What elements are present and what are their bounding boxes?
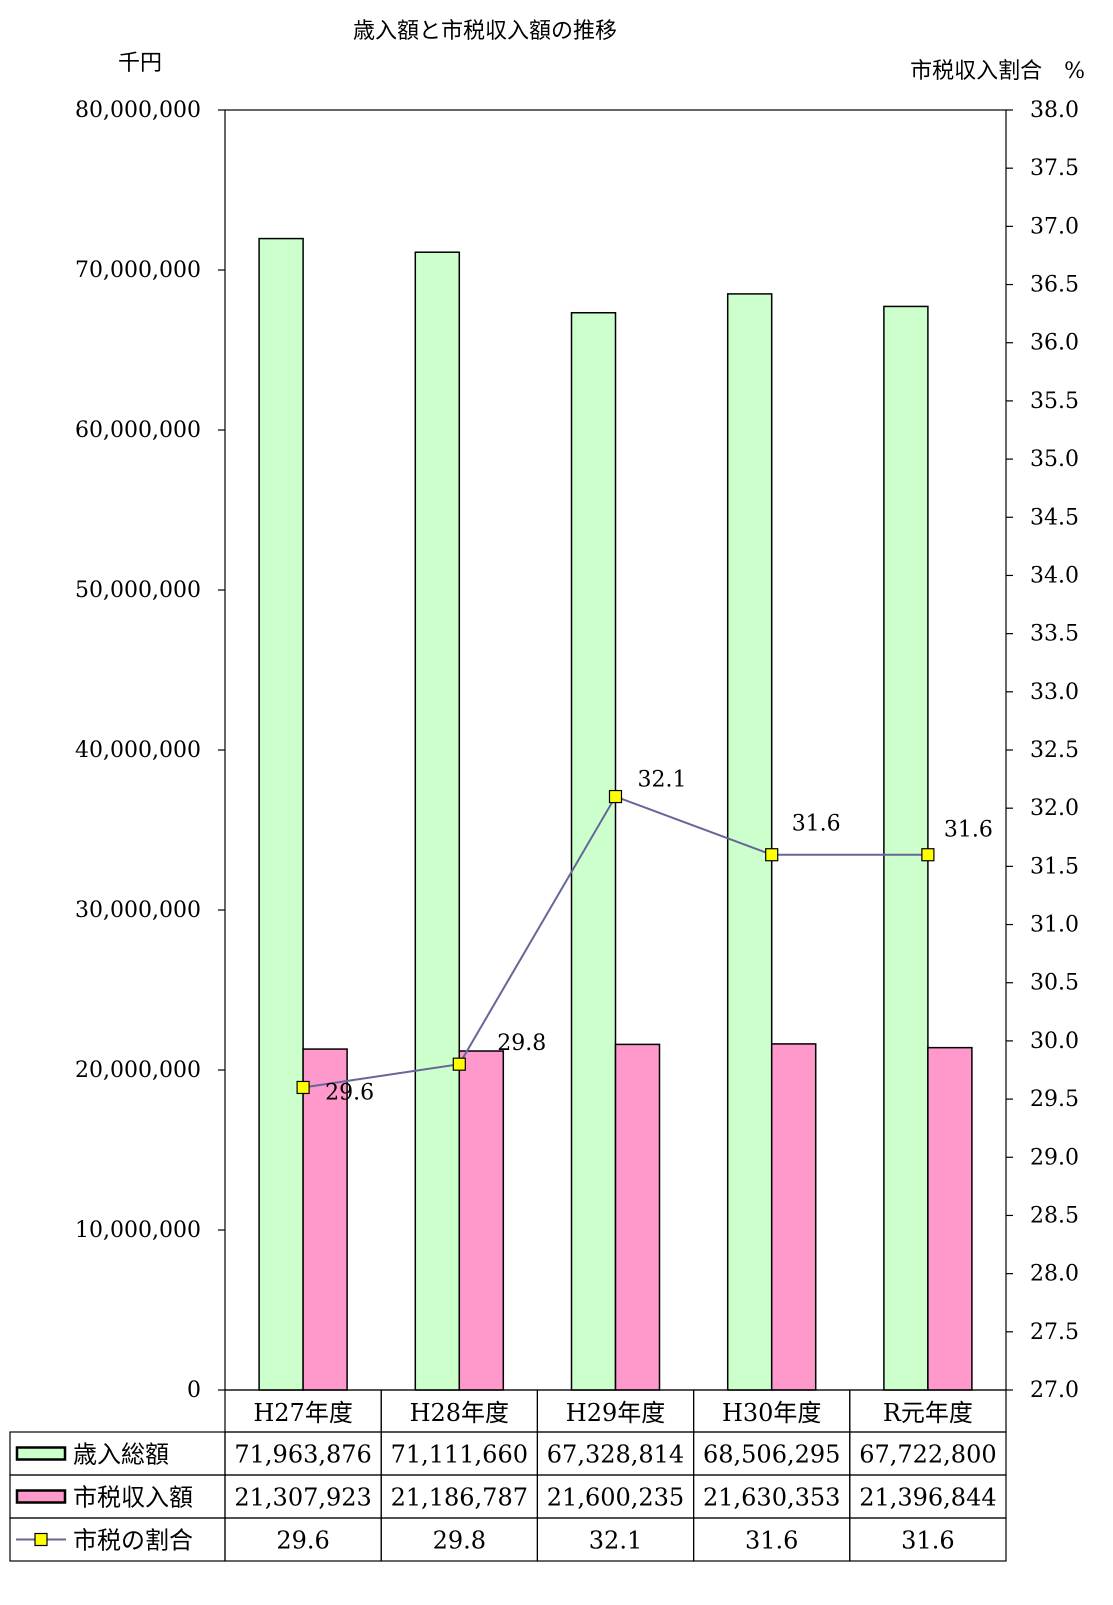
- ratio-marker-3: [765, 848, 779, 862]
- legend-key-tax: [15, 1489, 67, 1504]
- right-tick-label: 35.0: [1030, 447, 1079, 472]
- right-tick-label: 30.5: [1030, 971, 1079, 996]
- right-axis-label: 市税収入割合 %: [910, 59, 1085, 84]
- right-tick-label: 37.5: [1030, 156, 1079, 181]
- table-value: 21,630,353: [703, 1484, 840, 1512]
- right-tick-label: 33.0: [1030, 680, 1079, 705]
- right-tick-label: 32.0: [1030, 796, 1079, 821]
- bar-revenue-2: [570, 311, 617, 1391]
- left-tick-label: 50,000,000: [75, 578, 201, 603]
- legend-series-name: 歳入総額: [73, 1441, 169, 1469]
- right-tick-label: 29.5: [1030, 1087, 1079, 1112]
- ratio-data-label: 31.6: [944, 818, 993, 843]
- chart-title: 歳入額と市税収入額の推移: [353, 19, 617, 44]
- bar-revenue-4: [883, 305, 929, 1391]
- ratio-data-label: 31.6: [792, 812, 841, 837]
- table-value: 21,396,844: [859, 1484, 996, 1512]
- ratio-marker-2: [608, 789, 623, 804]
- left-tick-label: 80,000,000: [75, 98, 201, 123]
- legend-series-name: 市税の割合: [73, 1527, 193, 1555]
- table-value: 71,963,876: [234, 1441, 371, 1469]
- right-tick-label: 37.0: [1030, 214, 1079, 239]
- right-tick-label: 31.5: [1030, 854, 1079, 879]
- bar-tax-0: [302, 1048, 348, 1391]
- left-tick-label: 30,000,000: [75, 898, 201, 923]
- ratio-data-label: 29.6: [325, 1080, 374, 1105]
- right-tick-label: 33.5: [1030, 622, 1079, 647]
- table-value: 68,506,295: [703, 1441, 840, 1469]
- table-value: 67,328,814: [547, 1441, 684, 1469]
- category-label: H27年度: [253, 1399, 352, 1427]
- bar-revenue-1: [414, 251, 461, 1391]
- right-tick-label: 34.5: [1030, 505, 1079, 530]
- table-value: 71,111,660: [391, 1441, 528, 1469]
- legend-key-marker: [34, 1532, 48, 1547]
- table-value: 32.1: [589, 1527, 642, 1555]
- bar-tax-4: [927, 1046, 973, 1391]
- table-value: 21,307,923: [234, 1484, 371, 1512]
- table-value: 21,186,787: [391, 1484, 528, 1512]
- bar-revenue-3: [726, 293, 773, 1391]
- bar-tax-3: [770, 1043, 817, 1391]
- table-value: 29.6: [276, 1527, 329, 1555]
- left-tick-label: 60,000,000: [75, 418, 201, 443]
- ratio-marker-4: [921, 848, 935, 862]
- right-tick-label: 28.0: [1030, 1262, 1079, 1287]
- right-tick-label: 36.0: [1030, 331, 1079, 356]
- ratio-marker-0: [296, 1080, 310, 1095]
- bar-tax-2: [614, 1043, 661, 1391]
- table-value: 31.6: [745, 1527, 798, 1555]
- legend-series-name: 市税収入額: [73, 1484, 193, 1512]
- category-label: H29年度: [566, 1399, 665, 1427]
- right-tick-label: 31.0: [1030, 913, 1079, 938]
- right-tick-label: 29.0: [1030, 1145, 1079, 1170]
- right-tick-label: 28.5: [1030, 1203, 1079, 1228]
- category-label: H28年度: [410, 1399, 509, 1427]
- right-tick-label: 38.0: [1030, 98, 1079, 123]
- right-tick-label: 32.5: [1030, 738, 1079, 763]
- left-axis-label: 千円: [118, 51, 162, 76]
- right-tick-label: 27.0: [1030, 1378, 1079, 1403]
- ratio-data-label: 29.8: [497, 1031, 546, 1056]
- right-tick-label: 34.0: [1030, 563, 1079, 588]
- left-tick-label: 70,000,000: [75, 258, 201, 283]
- table-value: 67,722,800: [859, 1441, 996, 1469]
- category-label: H30年度: [722, 1399, 821, 1427]
- table-value: 21,600,235: [547, 1484, 684, 1512]
- table-value: 31.6: [901, 1527, 954, 1555]
- left-tick-label: 40,000,000: [75, 738, 201, 763]
- legend-key-revenue: [15, 1446, 67, 1461]
- left-tick-label: 0: [187, 1378, 201, 1403]
- category-label: R元年度: [883, 1399, 973, 1427]
- ratio-marker-1: [452, 1057, 466, 1071]
- table-value: 29.8: [433, 1527, 486, 1555]
- right-tick-label: 27.5: [1030, 1320, 1079, 1345]
- table-cell: [849, 1517, 1007, 1562]
- right-tick-label: 36.5: [1030, 273, 1079, 298]
- ratio-data-label: 32.1: [638, 768, 687, 793]
- left-tick-label: 10,000,000: [75, 1218, 201, 1243]
- left-tick-label: 20,000,000: [75, 1058, 201, 1083]
- bar-revenue-0: [258, 237, 304, 1391]
- bar-tax-1: [458, 1050, 505, 1391]
- right-tick-label: 30.0: [1030, 1029, 1079, 1054]
- right-tick-label: 35.5: [1030, 389, 1079, 414]
